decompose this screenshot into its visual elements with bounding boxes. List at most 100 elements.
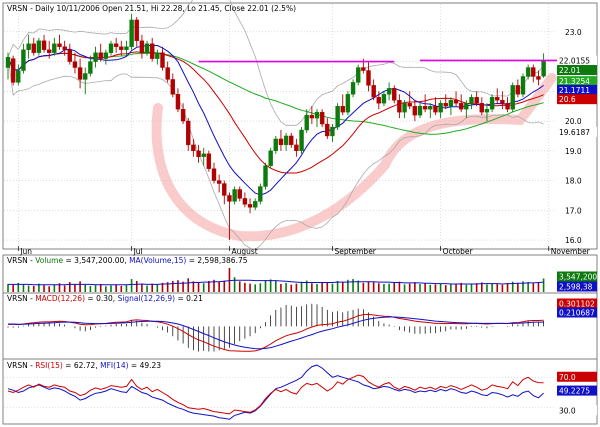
volume-header: VRSN - Volume = 3,547,200.00, MA(Volume,… bbox=[7, 256, 248, 265]
candle-body bbox=[26, 43, 31, 50]
price-tick-label: 17.0 bbox=[565, 206, 582, 215]
volume-bar bbox=[254, 284, 256, 292]
macd-value: 0.30 bbox=[96, 294, 113, 303]
mfi-value: 49.23 bbox=[140, 361, 162, 370]
volume-bar bbox=[146, 285, 148, 292]
price-right-label: 20.6 bbox=[559, 95, 576, 104]
candle-body bbox=[536, 76, 541, 80]
candle-body bbox=[309, 114, 315, 119]
volume-bar bbox=[398, 281, 401, 292]
volume-bar bbox=[414, 282, 416, 292]
candle-body bbox=[278, 138, 284, 146]
volume-bar bbox=[110, 285, 112, 292]
volume-bar bbox=[285, 282, 287, 292]
price-panel-frame bbox=[2, 2, 598, 250]
candle-body bbox=[314, 111, 320, 119]
volume-bar bbox=[506, 283, 509, 292]
volume-bar bbox=[311, 283, 313, 292]
volume-bar bbox=[424, 283, 426, 292]
candle-body bbox=[216, 180, 222, 184]
candle-body bbox=[72, 61, 78, 68]
macd-right-label: 0.301102 bbox=[559, 300, 595, 309]
candle-body bbox=[448, 100, 454, 107]
candle-body bbox=[52, 43, 57, 53]
candle-body bbox=[289, 135, 294, 146]
volume-bar bbox=[120, 285, 123, 292]
candle-body bbox=[5, 56, 11, 68]
volume-bar bbox=[151, 283, 153, 292]
candle-body bbox=[103, 52, 109, 59]
volume-bar bbox=[280, 284, 282, 292]
macd-label: MACD(12,26) bbox=[35, 294, 85, 303]
volume-ma-right-label-bg bbox=[557, 281, 597, 292]
volume-bar bbox=[48, 286, 50, 292]
volume-bar bbox=[419, 284, 421, 292]
candle-body bbox=[366, 70, 371, 86]
volume-bar bbox=[233, 277, 236, 292]
volume-bar bbox=[434, 284, 437, 292]
volume-bar bbox=[166, 282, 169, 292]
volume-bar bbox=[331, 283, 334, 292]
candle-body bbox=[299, 129, 304, 152]
volume-bar bbox=[12, 284, 14, 292]
candle-body bbox=[453, 100, 459, 104]
candle-body bbox=[67, 49, 73, 62]
volume-bar bbox=[22, 284, 25, 292]
rsi-30-label-bg bbox=[557, 405, 597, 416]
candle-body bbox=[294, 144, 299, 152]
volume-bar bbox=[244, 282, 246, 292]
volume-label: Volume bbox=[35, 256, 63, 265]
candle-body bbox=[108, 43, 114, 53]
rsi-lines bbox=[7, 364, 544, 420]
candle-body bbox=[443, 103, 448, 107]
rsi-value: 62.72 bbox=[74, 361, 96, 370]
volume-bar bbox=[347, 279, 349, 292]
volume-bar bbox=[429, 284, 432, 292]
volume-bar bbox=[228, 268, 231, 292]
mfi-line bbox=[7, 364, 544, 420]
volume-bar bbox=[218, 281, 220, 292]
volume-bar bbox=[202, 283, 205, 292]
mfi-right-label-bg bbox=[557, 385, 597, 396]
candle-body bbox=[268, 150, 273, 166]
rsi-ticker: VRSN bbox=[7, 361, 28, 370]
macd-ticker: VRSN bbox=[7, 294, 28, 303]
candle-body bbox=[165, 67, 170, 80]
candle-body bbox=[144, 43, 150, 53]
candle-body bbox=[180, 108, 186, 122]
volume-ma-value: 2,598,386.75 bbox=[197, 256, 247, 265]
candle-body bbox=[186, 120, 191, 146]
candle-body bbox=[417, 106, 423, 116]
candle-body bbox=[134, 19, 139, 41]
price-right-label: 21.3254 bbox=[559, 77, 590, 86]
candle-body bbox=[335, 106, 340, 128]
candle-body bbox=[531, 67, 536, 77]
rsi-label: RSI(15) bbox=[35, 361, 63, 370]
volume-bar bbox=[130, 279, 133, 292]
candle-body bbox=[402, 103, 407, 113]
candle-body bbox=[57, 43, 62, 47]
volume-bar bbox=[208, 280, 210, 292]
volume-bar bbox=[465, 284, 468, 292]
candle-body bbox=[160, 52, 165, 68]
volume-bar bbox=[316, 284, 318, 292]
volume-bar bbox=[501, 284, 504, 292]
volume-bar bbox=[295, 283, 298, 292]
volume-bar bbox=[135, 280, 138, 292]
candle-body bbox=[227, 195, 232, 202]
volume-bar bbox=[172, 280, 174, 292]
candle-body bbox=[438, 103, 443, 113]
volume-bar bbox=[527, 282, 529, 292]
volume-bar bbox=[470, 284, 473, 292]
volume-bar bbox=[125, 285, 128, 292]
volume-bar bbox=[522, 281, 524, 292]
macd-signal-value: 0.21 bbox=[186, 294, 203, 303]
candle-body bbox=[520, 76, 526, 95]
mfi-right-label: 49.2275 bbox=[559, 387, 590, 396]
volume-bar bbox=[105, 286, 107, 292]
candle-body bbox=[500, 100, 505, 104]
rsi-30-label: 30.0 bbox=[559, 406, 576, 415]
candle-body bbox=[247, 204, 253, 208]
candle-body bbox=[201, 153, 206, 157]
candle-body bbox=[350, 82, 356, 95]
